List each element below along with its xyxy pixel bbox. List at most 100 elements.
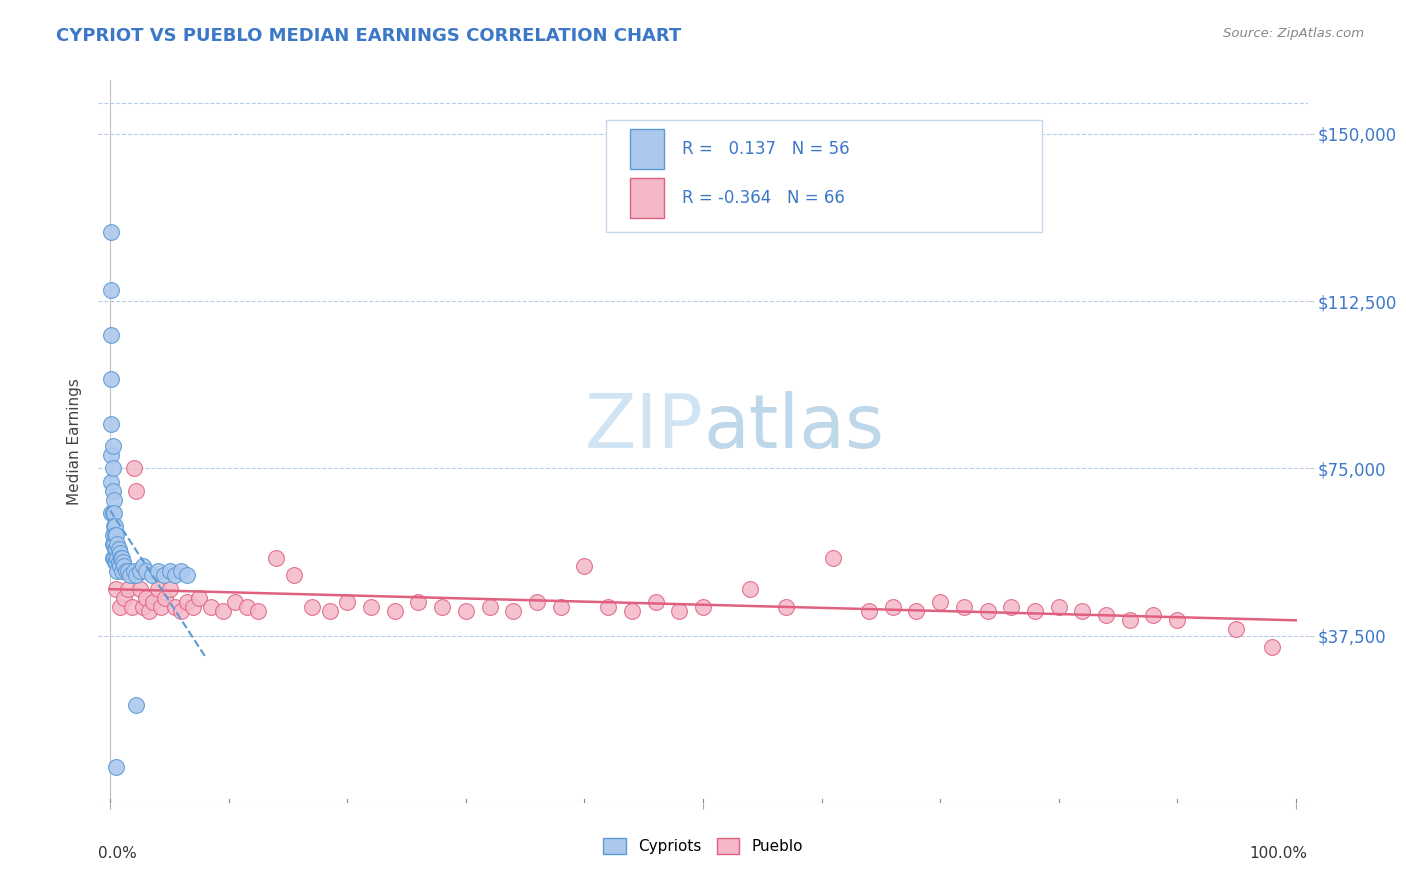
Point	[114, 591, 136, 605]
Point	[976, 604, 998, 618]
Point	[165, 568, 187, 582]
Point	[740, 582, 762, 596]
Y-axis label: Median Earnings: Median Earnings	[67, 378, 83, 505]
Point	[100, 225, 122, 239]
Text: 0.0%: 0.0%	[98, 847, 138, 861]
Point	[1142, 608, 1164, 623]
Point	[159, 582, 181, 596]
Point	[129, 564, 152, 578]
Point	[110, 550, 132, 565]
Point	[170, 604, 193, 618]
Point	[188, 591, 211, 605]
Point	[135, 591, 157, 605]
Point	[668, 604, 690, 618]
Point	[1261, 640, 1284, 654]
Point	[117, 564, 139, 578]
Point	[775, 599, 797, 614]
Point	[360, 599, 382, 614]
Point	[114, 564, 136, 578]
Point	[105, 582, 128, 596]
Point	[526, 595, 548, 609]
Point	[318, 604, 340, 618]
Point	[176, 568, 198, 582]
Point	[103, 506, 125, 520]
Point	[101, 461, 124, 475]
Point	[111, 564, 134, 578]
Point	[101, 439, 124, 453]
Point	[132, 559, 155, 574]
Point	[100, 448, 122, 462]
Point	[125, 483, 148, 498]
Point	[125, 568, 148, 582]
Point	[103, 519, 125, 533]
Point	[181, 599, 204, 614]
Point	[103, 537, 125, 551]
Point	[247, 604, 270, 618]
Point	[135, 564, 157, 578]
Point	[111, 564, 134, 578]
Point	[170, 564, 193, 578]
Point	[301, 599, 323, 614]
Point	[105, 528, 128, 542]
Point	[384, 604, 406, 618]
Point	[122, 564, 145, 578]
Point	[905, 604, 928, 618]
Point	[620, 604, 643, 618]
Point	[598, 599, 620, 614]
Point	[108, 546, 131, 560]
Point	[432, 599, 454, 614]
Point	[121, 599, 143, 614]
Point	[1000, 599, 1022, 614]
Text: R =   0.137   N = 56: R = 0.137 N = 56	[682, 140, 851, 158]
Point	[129, 582, 152, 596]
Point	[138, 604, 160, 618]
Point	[104, 541, 127, 556]
Point	[105, 541, 128, 556]
Point	[692, 599, 714, 614]
Text: R = -0.364   N = 66: R = -0.364 N = 66	[682, 189, 845, 207]
Point	[103, 550, 125, 565]
Point	[100, 475, 122, 489]
Point	[1119, 613, 1142, 627]
Point	[153, 591, 176, 605]
Point	[100, 283, 122, 297]
Point	[159, 564, 181, 578]
Point	[150, 599, 173, 614]
Point	[101, 528, 124, 542]
Point	[502, 604, 524, 618]
Point	[929, 595, 952, 609]
Text: atlas: atlas	[703, 391, 884, 464]
Point	[336, 595, 359, 609]
Point	[141, 568, 163, 582]
FancyBboxPatch shape	[630, 129, 664, 169]
Point	[105, 537, 128, 551]
Text: CYPRIOT VS PUEBLO MEDIAN EARNINGS CORRELATION CHART: CYPRIOT VS PUEBLO MEDIAN EARNINGS CORREL…	[56, 27, 682, 45]
Point	[101, 537, 124, 551]
Point	[574, 559, 596, 574]
Point	[101, 483, 124, 498]
Point	[108, 559, 131, 574]
Point	[104, 555, 127, 569]
Point	[104, 519, 127, 533]
FancyBboxPatch shape	[606, 120, 1042, 232]
Point	[107, 555, 129, 569]
Point	[454, 604, 477, 618]
Point	[112, 555, 135, 569]
Point	[1166, 613, 1188, 627]
Point	[200, 599, 222, 614]
Point	[101, 506, 124, 520]
Point	[101, 550, 124, 565]
Point	[408, 595, 430, 609]
Point	[478, 599, 501, 614]
Point	[104, 528, 127, 542]
Point	[1095, 608, 1118, 623]
Point	[117, 582, 139, 596]
Point	[224, 595, 246, 609]
Point	[100, 417, 122, 431]
Point	[114, 559, 136, 574]
Point	[644, 595, 666, 609]
Point	[1047, 599, 1070, 614]
Point	[823, 550, 845, 565]
Text: Source: ZipAtlas.com: Source: ZipAtlas.com	[1223, 27, 1364, 40]
Text: 100.0%: 100.0%	[1250, 847, 1308, 861]
